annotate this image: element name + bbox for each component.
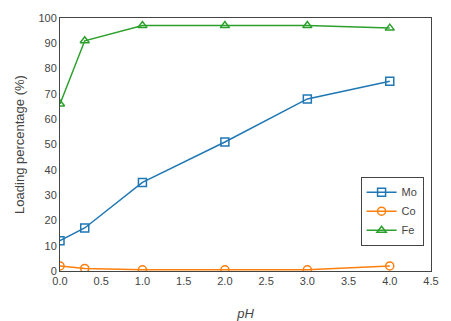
svg-text:Fe: Fe	[402, 224, 415, 236]
svg-text:4.5: 4.5	[423, 275, 438, 287]
svg-text:3.5: 3.5	[341, 275, 356, 287]
svg-text:4.0: 4.0	[382, 275, 397, 287]
svg-text:0: 0	[51, 265, 57, 277]
svg-text:80: 80	[45, 62, 57, 74]
svg-text:1.0: 1.0	[135, 275, 150, 287]
svg-text:40: 40	[45, 164, 57, 176]
svg-text:1.5: 1.5	[176, 275, 191, 287]
svg-text:50: 50	[45, 138, 57, 150]
svg-text:0.0: 0.0	[52, 275, 67, 287]
svg-text:90: 90	[45, 37, 57, 49]
svg-text:Loading percentage (%): Loading percentage (%)	[12, 75, 27, 214]
svg-text:20: 20	[45, 214, 57, 226]
svg-text:100: 100	[38, 12, 56, 24]
svg-text:30: 30	[45, 189, 57, 201]
svg-text:Co: Co	[402, 205, 416, 217]
svg-text:70: 70	[45, 88, 57, 100]
svg-text:3.0: 3.0	[300, 275, 315, 287]
svg-text:0.5: 0.5	[94, 275, 109, 287]
svg-text:Mo: Mo	[402, 186, 417, 198]
svg-text:60: 60	[45, 113, 57, 125]
svg-text:pH: pH	[236, 306, 254, 321]
svg-text:10: 10	[45, 240, 57, 252]
svg-text:2.5: 2.5	[258, 275, 273, 287]
svg-text:2.0: 2.0	[217, 275, 232, 287]
